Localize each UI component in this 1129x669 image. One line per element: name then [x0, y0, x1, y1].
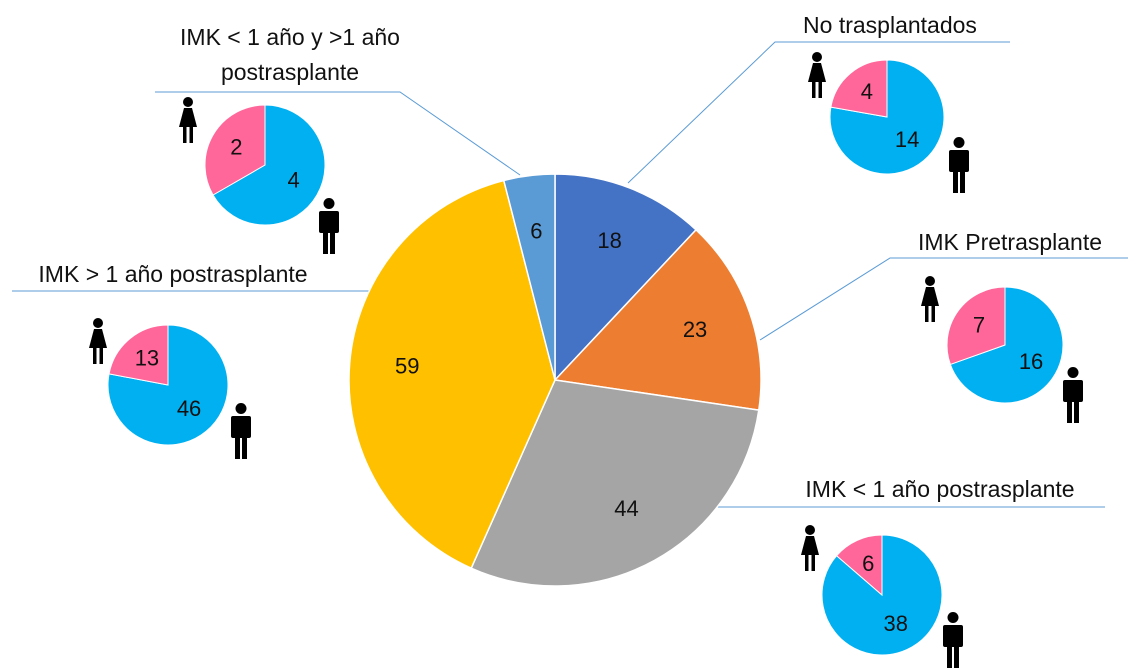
- callout-label: IMK Pretrasplante: [917, 229, 1103, 255]
- data-label: 44: [614, 496, 638, 521]
- pie-slice: [204, 104, 266, 196]
- data-label: 16: [1019, 349, 1043, 374]
- leader-line: [759, 257, 1128, 341]
- data-label: 23: [683, 317, 707, 342]
- data-label: 59: [395, 353, 419, 378]
- pie-slice: [946, 286, 1006, 366]
- data-label: 14: [895, 127, 919, 152]
- pie-slice: [108, 324, 169, 386]
- pie-slice: [835, 534, 883, 597]
- male-icon: [949, 137, 969, 193]
- pie-slice: [212, 104, 326, 226]
- female-icon: [801, 525, 819, 571]
- pie-slice: [553, 228, 762, 411]
- data-label: 4: [861, 79, 873, 104]
- data-label: 6: [530, 219, 542, 244]
- data-label: 4: [287, 167, 299, 192]
- female-icon: [921, 276, 939, 322]
- callout-label: No trasplantados: [803, 12, 977, 38]
- data-label: 38: [883, 611, 907, 636]
- data-label: 6: [862, 551, 874, 576]
- data-label: 7: [973, 312, 985, 337]
- callout-label: IMK > 1 año postrasplante: [38, 261, 308, 287]
- pie-slice: [348, 179, 556, 570]
- female-icon: [179, 97, 197, 143]
- male-icon: [231, 403, 251, 459]
- pie-slice: [502, 173, 556, 381]
- data-label: 18: [597, 228, 621, 253]
- male-icon: [319, 198, 339, 254]
- callout-label: IMK < 1 año postrasplante: [805, 476, 1075, 502]
- pie-slice: [830, 59, 888, 118]
- callout-label: IMK < 1 año y >1 año postrasplante: [180, 24, 400, 85]
- data-label: 2: [230, 134, 242, 159]
- pie-slice: [949, 286, 1064, 404]
- female-icon: [808, 52, 826, 98]
- leader-line: [627, 41, 1010, 184]
- pie-slice: [470, 379, 760, 587]
- pie-slice: [554, 173, 698, 382]
- female-icon: [89, 318, 107, 364]
- data-label: 46: [177, 396, 201, 421]
- leader-line: [155, 91, 521, 176]
- male-icon: [1063, 367, 1083, 423]
- data-label: 13: [135, 345, 159, 370]
- male-icon: [943, 612, 963, 668]
